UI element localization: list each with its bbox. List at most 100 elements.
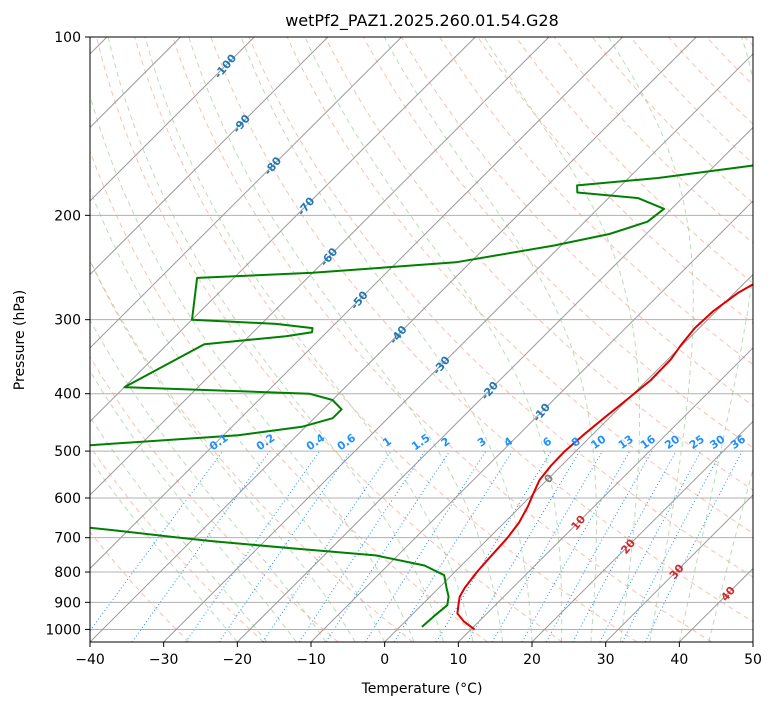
- dry-adiabat: [90, 259, 414, 642]
- mixing-ratio-lines: [90, 450, 743, 642]
- dry-adiabat: [286, 37, 753, 534]
- mixing-ratio-line: [644, 450, 743, 642]
- moist-adiabat: [90, 458, 238, 642]
- mixing-ratio-line: [262, 450, 392, 642]
- mixing-ratio-line: [521, 450, 631, 642]
- temperature-line: [456, 283, 753, 631]
- isotherm: [605, 494, 753, 642]
- mixing-ratio-line: [185, 450, 321, 642]
- mixing-ratio-label: 30: [707, 432, 727, 452]
- dry-adiabat: [401, 37, 753, 407]
- dry-adiabat: [96, 37, 563, 642]
- mixing-ratio-label: 4: [502, 435, 516, 450]
- moist-adiabat: [90, 259, 356, 642]
- moist-adiabat: [90, 370, 297, 642]
- dry-adiabat: [439, 37, 753, 366]
- x-tick-label: 30: [597, 652, 615, 668]
- mixing-ratio-label: 3: [475, 435, 489, 450]
- y-tick-label: 300: [54, 313, 81, 329]
- mixing-ratio-label: 0.1: [207, 431, 230, 453]
- dry-adiabat: [515, 37, 753, 284]
- mixing-ratio-label: 16: [638, 432, 658, 452]
- chart-title: wetPf2_PAZ1.2025.260.01.54.G28: [285, 11, 559, 31]
- x-tick-label: 10: [449, 652, 467, 668]
- moist-adiabat: [383, 37, 597, 642]
- mixing-ratio-label: 0.4: [304, 431, 328, 453]
- moist-adiabat: [144, 37, 474, 642]
- dry-adiabat: [90, 355, 339, 642]
- mixing-ratio-line: [545, 450, 653, 642]
- dry-adiabat: [134, 37, 638, 642]
- x-tick-label: 20: [523, 652, 541, 668]
- isotherm: [678, 567, 753, 642]
- y-tick-label: 1000: [45, 622, 81, 638]
- dry-adiabat: [90, 445, 264, 642]
- isotherm: [457, 347, 753, 642]
- mixing-ratio-line: [298, 450, 426, 642]
- isotherm: [163, 53, 753, 642]
- mixing-ratio-label: 25: [687, 433, 707, 452]
- dewpoint-line: [90, 164, 753, 628]
- y-axis-label: Pressure (hPa): [12, 290, 28, 390]
- moist-adiabat: [483, 37, 640, 642]
- isotherm: [752, 641, 753, 642]
- dry-adiabat: [90, 531, 190, 642]
- x-tick-label: 50: [744, 652, 762, 668]
- moist-adiabat: [107, 37, 445, 642]
- isotherm: [90, 37, 402, 349]
- y-tick-label: 200: [54, 208, 81, 224]
- y-tick-label: 500: [54, 444, 81, 460]
- moist-adiabat: [240, 37, 533, 642]
- mixing-ratio-label: 0.6: [335, 431, 359, 453]
- isotherm: [236, 126, 753, 642]
- isotherms: [90, 37, 753, 642]
- mixing-ratio-label: 1.5: [409, 431, 432, 453]
- moist-adiabat: [188, 37, 503, 642]
- x-axis-label: Temperature (°C): [361, 681, 483, 697]
- mixing-ratio-line: [364, 450, 487, 642]
- mixing-ratio-line: [131, 450, 271, 642]
- isotherm: [310, 200, 753, 642]
- moist-adiabat: [304, 37, 563, 642]
- x-tick-label: −20: [223, 652, 253, 668]
- dry-adiabat: [744, 37, 753, 47]
- isotherm: [90, 37, 476, 423]
- isotherm: [90, 37, 623, 570]
- x-tick-label: 0: [380, 652, 389, 668]
- sounding-traces: [90, 164, 753, 631]
- dry-adiabat: [90, 149, 488, 642]
- isotherm: [531, 420, 753, 642]
- mixing-ratio-line: [393, 450, 513, 642]
- dry-adiabat: [591, 37, 753, 204]
- mixing-ratio-line: [572, 450, 677, 642]
- mixing-ratio-label: 0.2: [254, 431, 277, 453]
- y-tick-label: 800: [54, 565, 81, 581]
- mixing-ratio-line: [467, 450, 581, 642]
- moist-adiabat: [607, 37, 694, 642]
- dry-adiabat: [324, 37, 753, 491]
- isotherm: [90, 37, 255, 202]
- isotherm: [384, 273, 753, 642]
- moist-adiabat: [90, 188, 386, 642]
- x-tick-label: −30: [149, 652, 179, 668]
- x-tick-label: −40: [75, 652, 105, 668]
- dry-adiabat: [553, 37, 753, 244]
- y-tick-label: 100: [54, 30, 81, 46]
- mixing-ratio-label: 13: [616, 433, 636, 452]
- y-tick-label: 600: [54, 491, 81, 507]
- moist-adiabat: [90, 415, 268, 642]
- isotherm: [90, 37, 329, 276]
- y-tick-label: 900: [54, 595, 81, 611]
- isotherm: [90, 37, 697, 642]
- mixing-ratio-label: 6: [540, 435, 554, 450]
- dry-adiabat: [706, 37, 753, 86]
- mixing-ratio-label: 36: [728, 432, 748, 452]
- pressure-gridlines: [90, 37, 753, 630]
- mixing-ratio-line: [435, 450, 552, 642]
- x-tick-label: 40: [670, 652, 688, 668]
- mixing-ratio-line: [599, 450, 702, 642]
- mixing-ratio-line: [621, 450, 722, 642]
- x-tick-label: −10: [296, 652, 326, 668]
